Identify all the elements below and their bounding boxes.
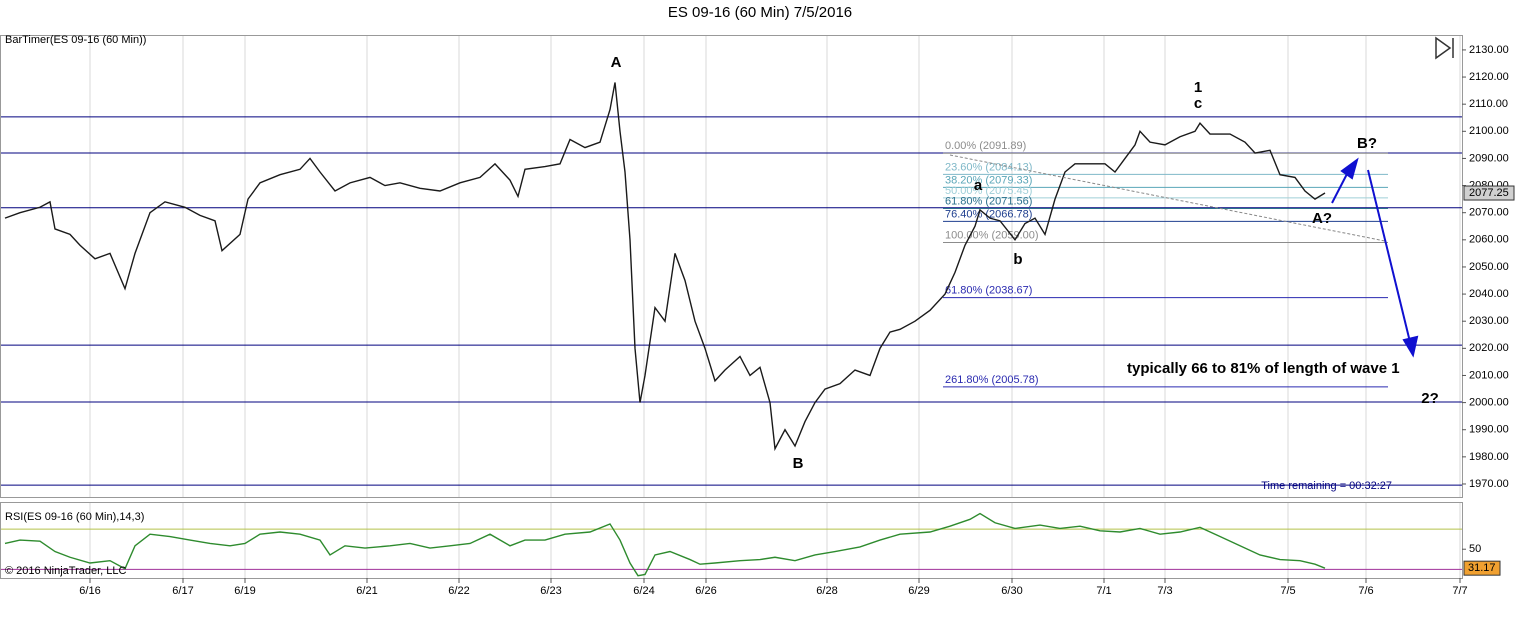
wave-label: a: [974, 177, 983, 194]
x-tick-label: 7/5: [1280, 585, 1295, 597]
y-tick-label: 1990.00: [1469, 424, 1509, 436]
rsi-label: RSI(ES 09-16 (60 Min),14,3): [5, 511, 144, 523]
wave-label: A?: [1312, 210, 1332, 227]
x-tick-label: 6/23: [540, 585, 561, 597]
fib-label: 38.20% (2079.33): [945, 174, 1032, 186]
series-line: [4, 82, 1326, 452]
x-tick-label: 6/19: [234, 585, 255, 597]
series-line: [4, 512, 1326, 577]
annotation: typically 66 to 81% of length of wave 1: [1127, 360, 1400, 377]
plot-layer: 6/16 6/17 6/19 6/21 6/22 6/23 6/24 6/26 6/28 6/29…: [1, 36, 1515, 597]
y-tick-label: 2060.00: [1469, 234, 1509, 246]
rsi-panel: [0, 502, 1463, 579]
fib-label: 23.60% (2084.13): [945, 161, 1032, 173]
x-tick-label: 7/6: [1358, 585, 1373, 597]
wave-label: 1: [1194, 79, 1202, 96]
wave-label: A: [611, 54, 622, 71]
y-tick-label: 2000.00: [1469, 396, 1509, 408]
rsi-marker: [1463, 560, 1501, 576]
x-tick-label: 7/3: [1157, 585, 1172, 597]
last-rsi: 31.17: [1468, 562, 1496, 574]
wave-label: B: [793, 455, 804, 472]
y-tick-label: 1970.00: [1469, 478, 1509, 490]
wave-label: 2?: [1421, 390, 1439, 407]
y-tick-label: 1980.00: [1469, 451, 1509, 463]
y-tick-label: 2030.00: [1469, 315, 1509, 327]
timer: Time remaining = 00:32:27: [1261, 480, 1392, 492]
fib-label: 261.80% (2005.78): [945, 374, 1039, 386]
arrows: [1331, 157, 1419, 358]
price-marker: [1463, 185, 1515, 201]
x-tick-label: 6/22: [448, 585, 469, 597]
indicator-label: BarTimer(ES 09-16 (60 Min)): [5, 34, 146, 46]
fib-label: 50.00% (2075.45): [945, 185, 1032, 197]
x-tick-label: 6/17: [172, 585, 193, 597]
wave-label: B?: [1357, 135, 1377, 152]
trendline: [949, 154, 1386, 242]
y-tick-label: 2110.00: [1469, 98, 1508, 110]
fib-label: 61.80% (2071.56): [945, 195, 1032, 207]
x-tick-label: 6/21: [356, 585, 377, 597]
y-tick-label: 2020.00: [1469, 342, 1509, 354]
x-tick-label: 6/30: [1001, 585, 1022, 597]
y-tick-label: 2070.00: [1469, 207, 1509, 219]
wave-label: c: [1194, 95, 1202, 112]
x-tick-label: 6/26: [695, 585, 716, 597]
y-tick-label: 2130.00: [1469, 44, 1509, 56]
y-tick-label: 2050.00: [1469, 261, 1509, 273]
y-tick-label: 50: [1469, 543, 1481, 555]
chart-title: ES 09-16 (60 Min) 7/5/2016: [668, 4, 852, 21]
last-price: 2077.25: [1469, 187, 1509, 199]
y-tick-label: 2040.00: [1469, 288, 1509, 300]
fib-label: 0.00% (2091.89): [945, 140, 1026, 152]
x-tick-label: 6/29: [908, 585, 929, 597]
x-tick-label: 6/28: [816, 585, 837, 597]
fib-label: 76.40% (2066.78): [945, 208, 1032, 220]
play-icon[interactable]: [1435, 36, 1454, 60]
x-tick-label: 6/16: [79, 585, 100, 597]
x-tick-label: 7/7: [1452, 585, 1467, 597]
wave-label: b: [1013, 251, 1022, 268]
x-tick-label: 6/24: [633, 585, 654, 597]
y-tick-label: 2010.00: [1469, 369, 1509, 381]
copyright: © 2016 NinjaTrader, LLC: [5, 565, 126, 577]
fib-label: 61.80% (2038.67): [945, 285, 1032, 297]
x-tick-label: 7/1: [1096, 585, 1111, 597]
y-tick-label: 2120.00: [1469, 71, 1509, 83]
fib-label: 100.00% (2059.00): [945, 229, 1039, 241]
y-tick-label: 2090.00: [1469, 152, 1509, 164]
y-tick-label: 2100.00: [1469, 125, 1509, 137]
